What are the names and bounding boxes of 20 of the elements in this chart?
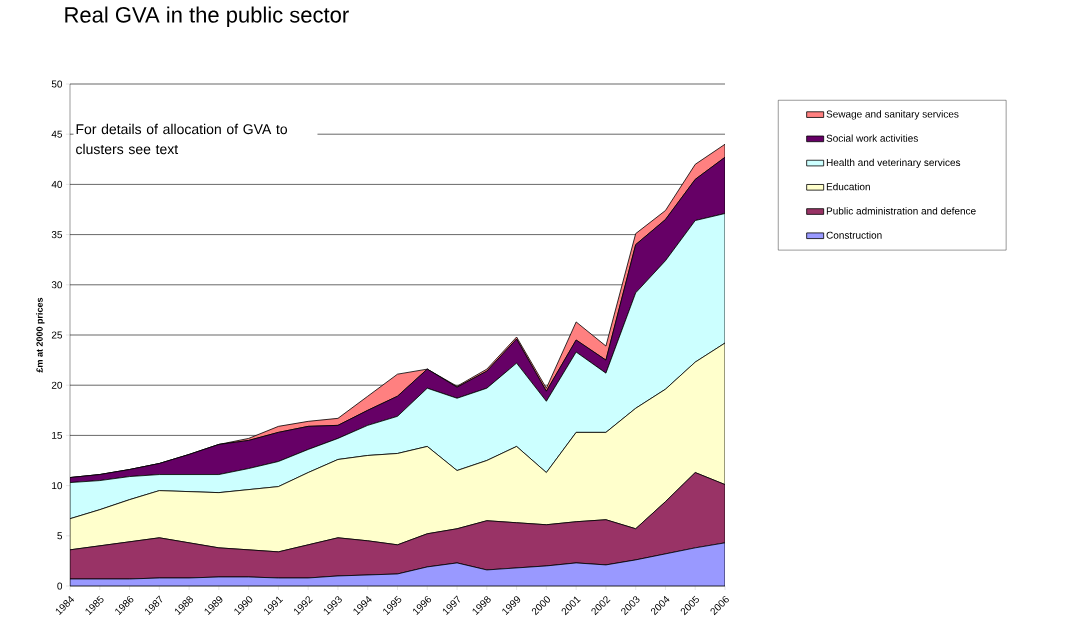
legend-label: Social work activities (826, 134, 918, 142)
y-tick-label: 40 (51, 180, 63, 188)
y-tick-label: 30 (51, 281, 63, 289)
y-tick-label: 20 (51, 381, 63, 389)
y-tick-label: 10 (52, 482, 63, 490)
annotation: For details of allocation of GVA to clusters see text (76, 123, 288, 155)
y-tick-label: 5 (57, 532, 63, 540)
y-tick-label: 35 (51, 231, 63, 239)
y-tick-label: 15 (52, 431, 63, 439)
y-axis-title: £m at 2000 prices (36, 297, 45, 373)
y-tick-label: 50 (51, 80, 63, 88)
chart-title: Real GVA in the public sector (65, 6, 349, 28)
legend-label: Construction (826, 231, 882, 239)
legend-label: Education (826, 182, 870, 191)
y-tick-label: 25 (51, 331, 63, 339)
legend-label: Public administration and defence (826, 207, 976, 215)
legend-label: Health and veterinary services (826, 158, 961, 169)
y-tick-label: 45 (51, 130, 63, 138)
y-tick-label: 0 (57, 582, 63, 590)
legend-label: Sewage and sanitary services (826, 110, 959, 120)
